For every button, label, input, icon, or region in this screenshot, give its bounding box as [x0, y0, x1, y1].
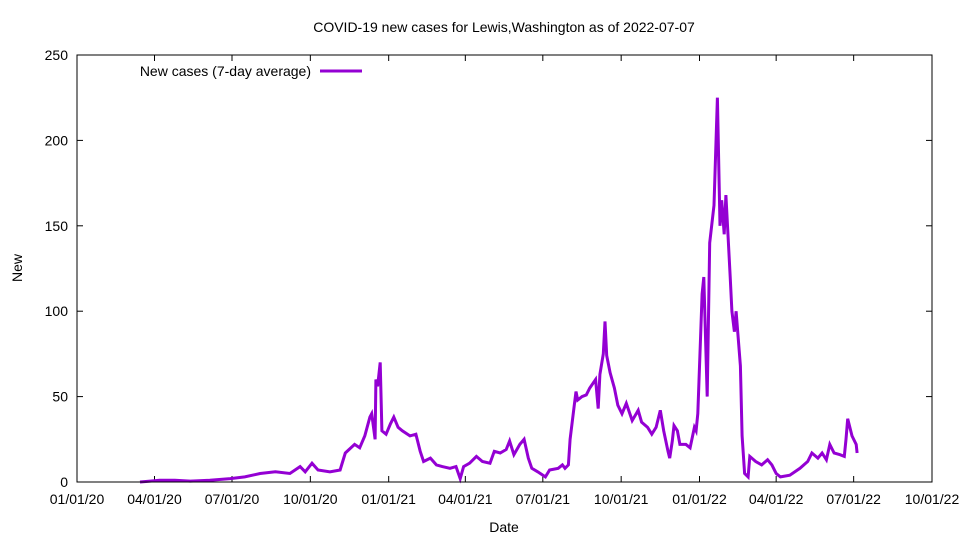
chart-title: COVID-19 new cases for Lewis,Washington …	[313, 19, 695, 35]
legend-label: New cases (7-day average)	[140, 63, 311, 79]
x-tick-label: 10/01/21	[594, 491, 649, 507]
x-tick-label: 01/01/20	[50, 491, 105, 507]
x-tick-label: 04/01/21	[438, 491, 493, 507]
x-tick-label: 10/01/20	[283, 491, 338, 507]
x-tick-label: 04/01/20	[127, 491, 182, 507]
x-tick-label: 10/01/22	[905, 491, 960, 507]
y-tick-label: 100	[45, 303, 69, 319]
series-line-new-cases	[139, 97, 859, 484]
y-tick-label: 150	[45, 218, 69, 234]
plot-frame	[76, 54, 933, 483]
y-tick-label: 50	[52, 389, 68, 405]
x-tick-label: 04/01/22	[749, 491, 804, 507]
legend: New cases (7-day average)	[140, 63, 362, 79]
x-tick-label: 07/01/20	[205, 491, 260, 507]
y-tick-label: 200	[45, 132, 69, 148]
y-tick-label: 0	[60, 474, 68, 490]
y-axis-label: New	[9, 253, 25, 282]
x-tick-label: 07/01/22	[826, 491, 881, 507]
x-tick-label: 07/01/21	[516, 491, 571, 507]
y-tick-label: 250	[45, 47, 69, 63]
x-tick-label: 01/01/21	[361, 491, 416, 507]
x-tick-label: 01/01/22	[672, 491, 727, 507]
x-axis-label: Date	[489, 519, 519, 535]
